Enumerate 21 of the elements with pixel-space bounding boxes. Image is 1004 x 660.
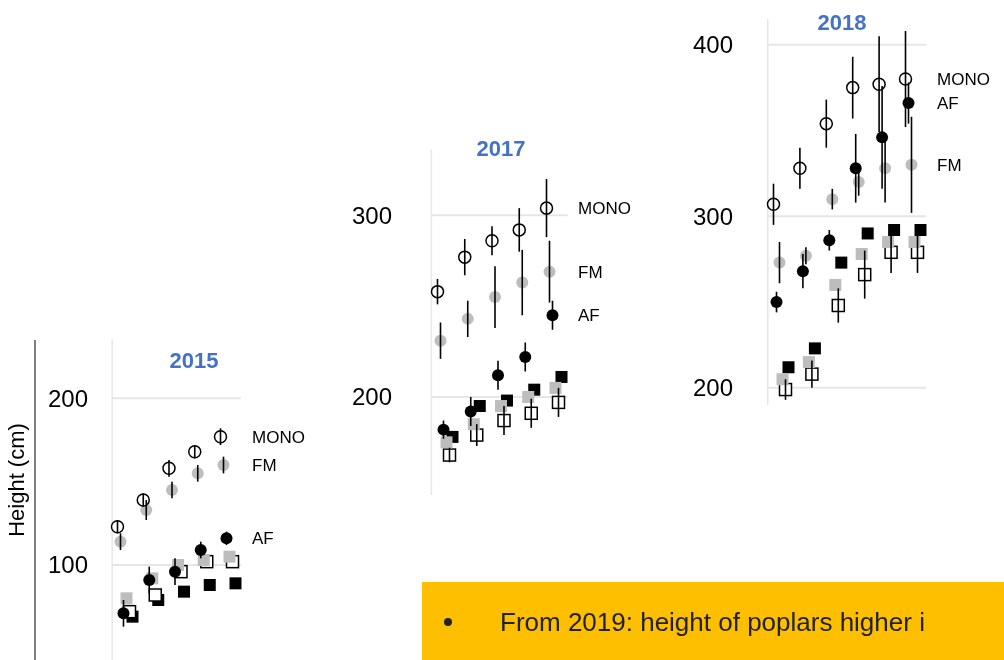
y-tick-label: 100 [47,551,88,579]
series-label: MONO [252,427,305,447]
y-axis-title: Height (cm) [4,423,29,537]
series-label: MONO [578,199,631,219]
series-label: FM [937,155,962,175]
y-tick-label: 400 [692,31,733,59]
y-tick-label: 200 [692,374,733,402]
series-label: MONO [937,69,990,89]
chart-title: 2015 [169,348,219,373]
series-label: AF [252,529,274,549]
y-tick-label: 300 [351,201,392,229]
series-label: FM [578,262,603,282]
series-label: AF [937,94,959,114]
series-label: AF [578,306,600,326]
chart-title: 2017 [476,136,526,161]
text: From 2019: height of poplars higher i [500,607,925,638]
y-tick-label: 200 [351,383,392,411]
series-label: FM [252,455,277,475]
chart-title: 2018 [817,10,867,35]
y-tick-label: 300 [692,202,733,230]
y-tick-label: 200 [47,384,88,412]
